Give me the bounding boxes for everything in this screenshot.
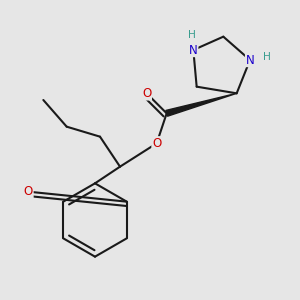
- Text: N: N: [189, 44, 198, 56]
- Text: H: H: [263, 52, 271, 62]
- Polygon shape: [166, 93, 237, 116]
- Text: H: H: [188, 30, 196, 40]
- Text: O: O: [24, 185, 33, 198]
- Text: O: O: [152, 137, 161, 150]
- Text: N: N: [246, 53, 254, 67]
- Text: O: O: [142, 87, 151, 100]
